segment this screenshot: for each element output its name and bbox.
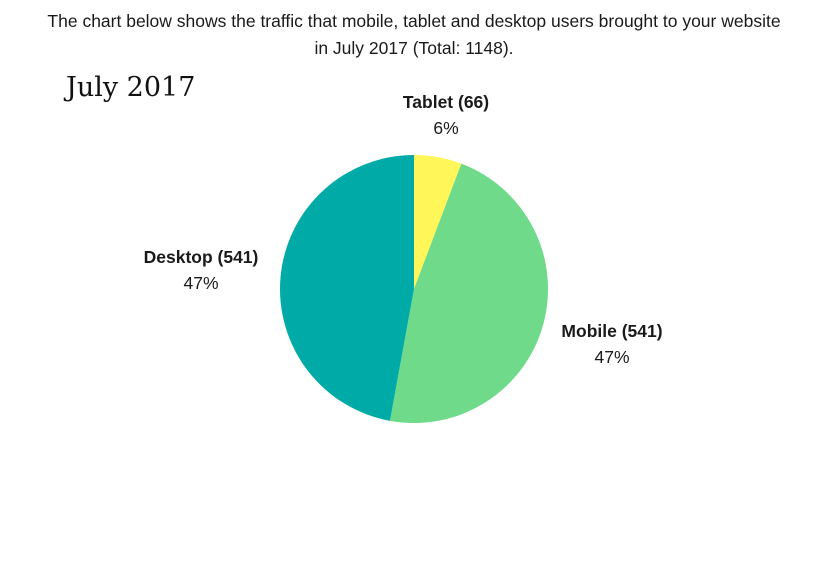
slice-name: Tablet (66)	[402, 92, 490, 112]
intro-text: The chart below shows the traffic that m…	[47, 11, 781, 58]
pie-slice-mobile	[389, 163, 548, 423]
chart-title: July 2017	[66, 72, 196, 103]
slice-percent: 47%	[594, 347, 630, 367]
pie-slice-desktop	[280, 154, 414, 421]
slice-name: Desktop (541)	[143, 247, 259, 267]
slice-percent: 47%	[183, 273, 219, 293]
slice-name: Mobile (541)	[561, 321, 663, 341]
slice-percent: 6%	[433, 118, 459, 138]
slice-label-tablet: Tablet (66) 6%	[346, 89, 546, 141]
slice-label-mobile: Mobile (541) 47%	[512, 318, 712, 370]
slice-label-desktop: Desktop (541) 47%	[101, 244, 301, 296]
pie-slice-tablet	[414, 155, 462, 289]
